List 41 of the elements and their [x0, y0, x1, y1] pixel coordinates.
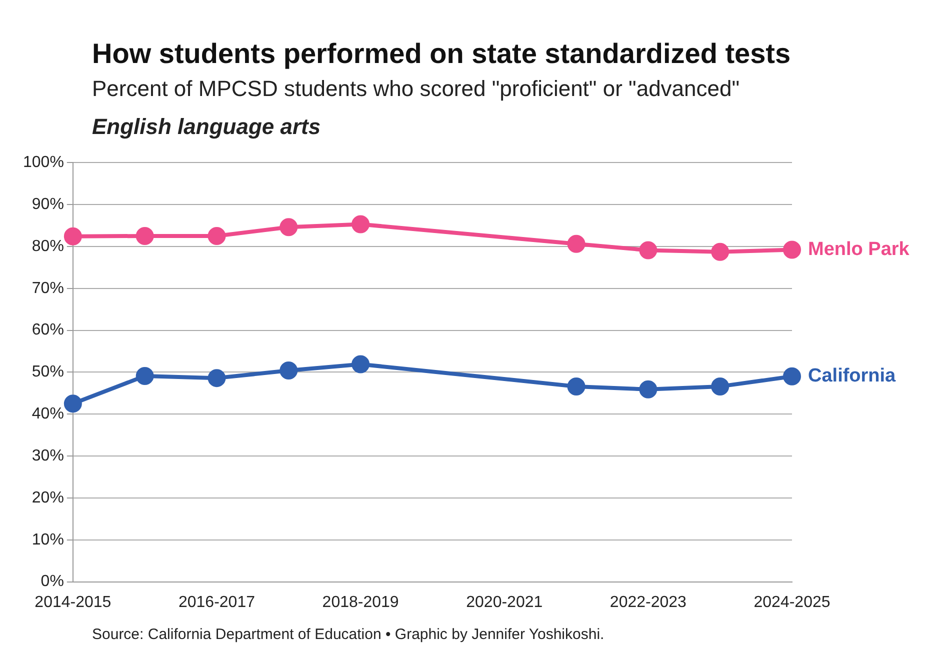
point: [711, 377, 730, 396]
point: [64, 227, 82, 246]
point: [208, 369, 226, 388]
y-tick-label: 80%: [32, 238, 64, 255]
chart-title: How students performed on state standardized tests: [92, 38, 791, 70]
x-tick-label: 2020-2021: [466, 594, 543, 611]
point: [136, 366, 154, 385]
point: [567, 234, 586, 253]
point: [352, 355, 370, 374]
chart-subtitle: Percent of MPCSD students who scored "proficient" or "advanced": [92, 76, 740, 102]
point: [567, 377, 586, 396]
y-tick-label: 0%: [40, 573, 64, 590]
y-tick-label: 60%: [32, 322, 64, 339]
x-tick-label: 2016-2017: [178, 594, 256, 611]
x-tick-label: 2018-2019: [322, 594, 399, 611]
point: [136, 226, 154, 245]
y-tick-label: 30%: [32, 447, 64, 464]
y-tick-label: 100%: [23, 154, 64, 172]
point: [711, 242, 730, 261]
point: [352, 215, 370, 234]
point: [783, 367, 801, 386]
series-label: California: [808, 366, 896, 387]
series-label: Menlo Park: [808, 239, 910, 260]
x-tick-label: 2022-2023: [610, 594, 687, 611]
y-tick-label: 40%: [32, 406, 64, 423]
y-tick-label: 10%: [32, 531, 64, 548]
point: [280, 362, 298, 380]
x-tick-label: 2014-2015: [34, 594, 112, 611]
y-tick-label: 90%: [32, 196, 64, 213]
y-tick-label: 20%: [32, 489, 64, 506]
point: [208, 226, 226, 245]
y-tick-label: 70%: [32, 280, 64, 297]
x-tick-label: 2024-2025: [754, 594, 830, 611]
point: [783, 240, 801, 259]
y-tick-label: 50%: [32, 364, 64, 381]
source-note: Source: California Department of Education • Graphic by Jennifer Yoshikoshi.: [92, 626, 604, 643]
y-axis-title: English language arts: [92, 114, 321, 140]
point: [639, 380, 658, 398]
point: [280, 218, 298, 236]
point: [639, 241, 658, 260]
point: [64, 394, 82, 413]
